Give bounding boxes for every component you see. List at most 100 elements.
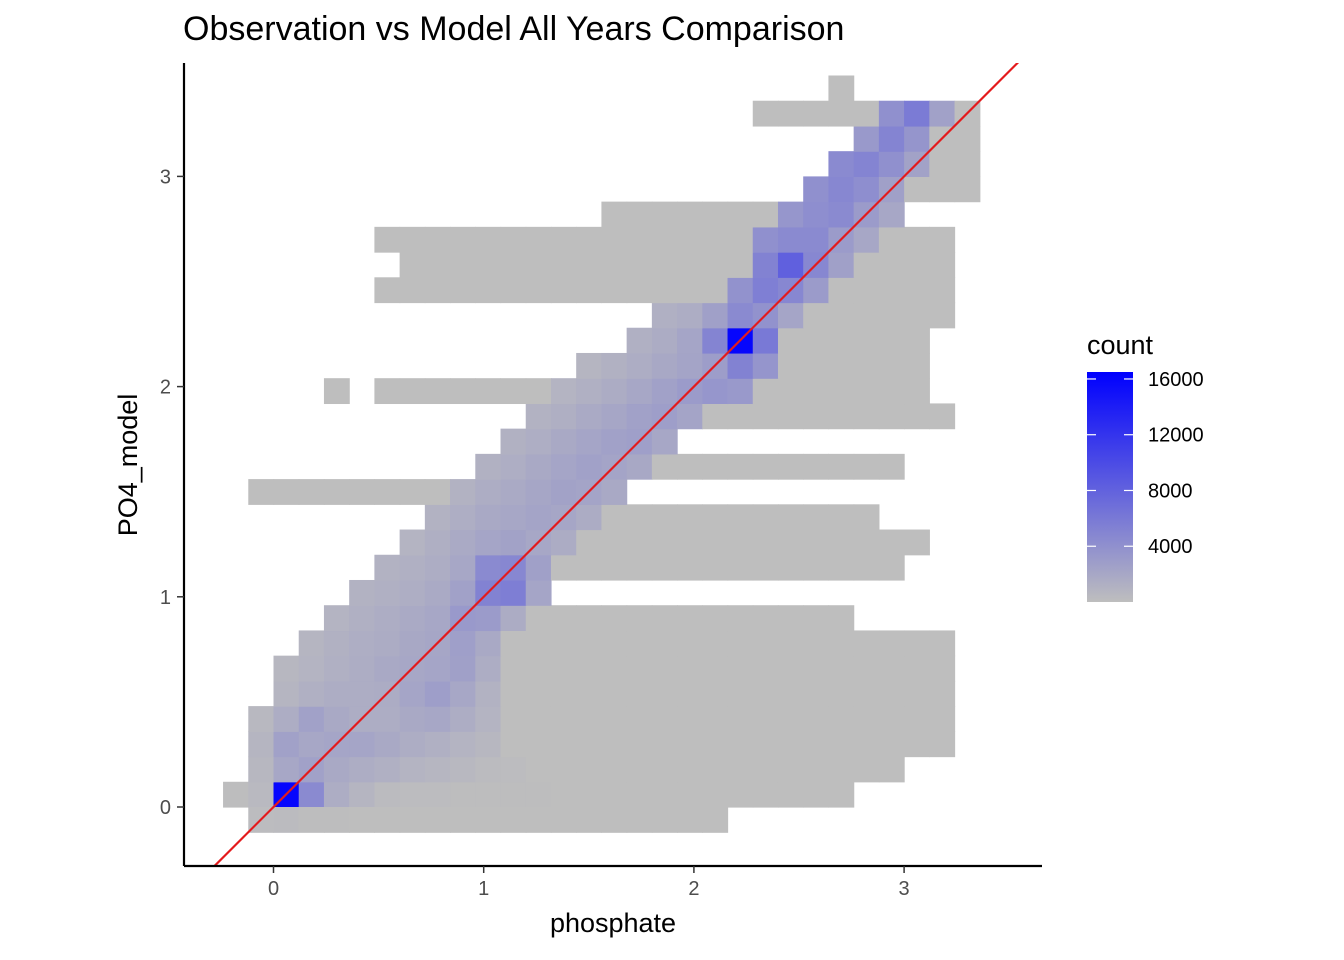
heatmap-bin: [323, 630, 350, 657]
heatmap-bin: [777, 731, 804, 758]
heatmap-bin: [399, 479, 426, 505]
heatmap-bin: [727, 554, 754, 581]
heatmap-bin: [677, 201, 703, 228]
heatmap-bin: [929, 403, 956, 430]
heatmap-bin: [752, 277, 779, 304]
heatmap-bin: [576, 680, 603, 707]
heatmap-bin: [374, 554, 401, 581]
heatmap-bin: [878, 554, 905, 581]
heatmap-bin: [929, 731, 956, 758]
heatmap-bin: [450, 226, 476, 253]
heatmap-bin: [752, 781, 779, 808]
heatmap-bin: [500, 479, 527, 505]
heatmap-bin: [399, 529, 426, 556]
heatmap-bin: [601, 428, 628, 455]
heatmap-bin: [298, 781, 325, 808]
heatmap-bin: [727, 453, 754, 480]
heatmap-bin: [576, 378, 603, 405]
heatmap-bin: [702, 807, 729, 833]
heatmap-bin: [450, 706, 476, 732]
heatmap-bin: [777, 630, 804, 657]
heatmap-bin: [576, 252, 603, 278]
heatmap-bin: [399, 579, 426, 606]
heatmap-bin: [702, 554, 729, 581]
heatmap-bin: [349, 781, 375, 808]
heatmap-bin: [853, 630, 880, 657]
heatmap-bin: [626, 630, 653, 657]
heatmap-bin: [727, 605, 754, 632]
heatmap-bin: [273, 680, 300, 707]
heatmap-bin: [550, 252, 577, 278]
legend-label: 8000: [1148, 480, 1193, 502]
heatmap-bin: [828, 630, 855, 657]
color-legend: count 4000 8000 12000 16000: [1087, 330, 1204, 602]
heatmap-bin: [601, 352, 628, 379]
heatmap-bin: [702, 731, 729, 758]
heatmap-bin: [677, 352, 703, 379]
heatmap-bin: [450, 807, 476, 833]
heatmap-bin: [677, 453, 703, 480]
heatmap-bin: [576, 655, 603, 682]
heatmap-bin: [576, 554, 603, 581]
heatmap-bin: [677, 529, 703, 556]
heatmap-bin: [828, 605, 855, 632]
heatmap-bin: [853, 252, 880, 278]
heatmap-bin: [601, 479, 628, 505]
heatmap-bin: [323, 378, 350, 405]
heatmap-bin: [803, 504, 830, 531]
heatmap-bin: [374, 731, 401, 758]
heatmap-bin: [450, 554, 476, 581]
heatmap-bin: [752, 529, 779, 556]
heatmap-bin: [424, 226, 451, 253]
heatmap-bin: [727, 302, 754, 329]
heatmap-bin: [752, 605, 779, 632]
heatmap-bin: [601, 277, 628, 304]
heatmap-bin: [500, 605, 527, 632]
heatmap-bin: [550, 706, 577, 732]
heatmap-bin: [500, 807, 527, 833]
heatmap-bin: [878, 403, 905, 430]
heatmap-bin: [878, 680, 905, 707]
heatmap-bin: [248, 731, 275, 758]
heatmap-bin: [349, 605, 375, 632]
heatmap-bin: [374, 630, 401, 657]
heatmap-bin: [803, 277, 830, 304]
heatmap-bin: [626, 554, 653, 581]
heatmap-bin: [550, 605, 577, 632]
heatmap-bin: [803, 529, 830, 556]
heatmap-bin: [904, 176, 930, 203]
heatmap-bin: [550, 378, 577, 405]
heatmap-bin: [626, 403, 653, 430]
heatmap-bin: [298, 731, 325, 758]
heatmap-bin: [525, 277, 552, 304]
heatmap-bin: [752, 352, 779, 379]
heatmap-bin: [727, 706, 754, 732]
heatmap-bin: [828, 680, 855, 707]
heatmap-bin: [349, 807, 375, 833]
heatmap-bin: [803, 655, 830, 682]
heatmap-bin: [500, 226, 527, 253]
heatmap-bin: [677, 277, 703, 304]
heatmap-bin: [374, 706, 401, 732]
heatmap-bin: [298, 807, 325, 833]
heatmap-bin: [803, 226, 830, 253]
heatmap-bin: [500, 579, 527, 606]
heatmap-bin: [576, 605, 603, 632]
heatmap-bin: [828, 554, 855, 581]
heatmap-bin: [374, 479, 401, 505]
heatmap-bin: [803, 201, 830, 228]
heatmap-bin: [626, 352, 653, 379]
x-tick-label: 1: [478, 878, 489, 900]
heatmap-bin: [677, 680, 703, 707]
heatmap-bin: [626, 655, 653, 682]
heatmap-bin: [475, 630, 502, 657]
heatmap-bin: [298, 479, 325, 505]
heatmap-bin: [929, 100, 956, 127]
heatmap-bin: [550, 731, 577, 758]
heatmap-bin: [576, 277, 603, 304]
heatmap-bin: [803, 176, 830, 203]
heatmap-bin: [550, 226, 577, 253]
heatmap-bin: [828, 302, 855, 329]
heatmap-bin: [525, 706, 552, 732]
heatmap-bin: [878, 630, 905, 657]
